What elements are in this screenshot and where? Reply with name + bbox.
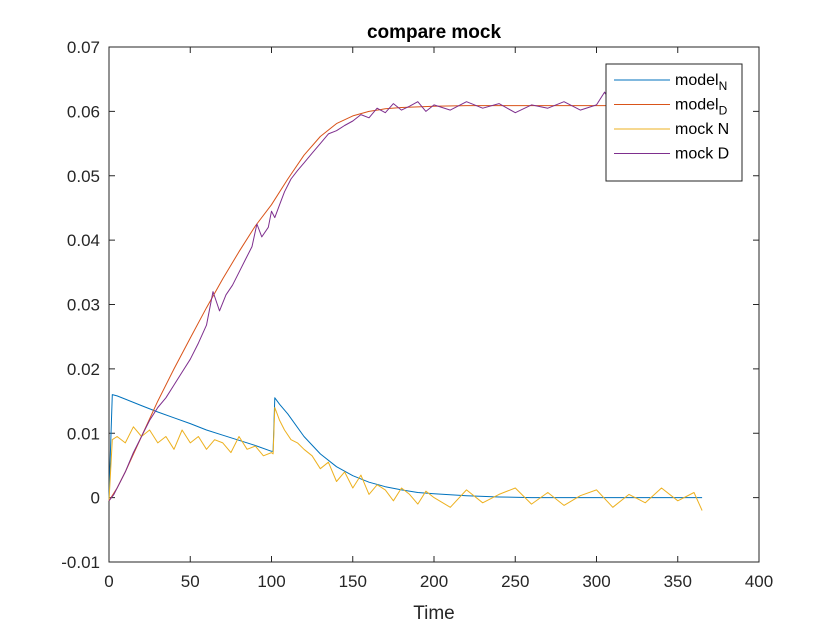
x-tick-label: 400 [745,572,773,591]
chart-title: compare mock [367,22,502,43]
y-tick-label: 0.04 [67,231,100,250]
series-line-mock-n [108,407,703,511]
x-tick-label: 100 [257,572,285,591]
series-line-model-n [108,394,703,501]
legend-label: mock D [675,146,729,163]
legend-box [605,63,743,182]
series-layer [108,91,703,511]
series-line-model-d [108,105,703,502]
y-tick-label: 0.07 [67,38,100,57]
legend-label: modelD [675,97,728,118]
x-tick-label: 350 [664,572,692,591]
x-axis-title: Time [413,603,455,624]
x-tick-label: 50 [181,572,200,591]
y-tick-label: -0.01 [61,553,100,572]
legend-label: modelN [675,72,727,93]
y-tick-label: 0.05 [67,167,100,186]
x-tick-label: 200 [420,572,448,591]
x-tick-label: 150 [339,572,367,591]
y-tick-label: 0.03 [67,296,100,315]
y-tick-label: 0 [91,489,100,508]
y-axis: -0.01 0 0.01 0.02 0.03 0.04 0.05 0.06 0.07 [61,38,759,572]
x-tick-label: 300 [582,572,610,591]
series-line-mock-d [108,91,695,502]
x-axis: 0 50 100 150 200 250 300 350 400 [104,47,773,591]
y-tick-label: 0.02 [67,360,100,379]
legend-label: mock N [675,121,729,138]
y-tick-label: 0.01 [67,424,100,443]
x-tick-label: 0 [104,572,113,591]
x-tick-label: 250 [501,572,529,591]
legend: modelN modelD mock N mock D [605,63,743,182]
y-tick-label: 0.06 [67,102,100,121]
